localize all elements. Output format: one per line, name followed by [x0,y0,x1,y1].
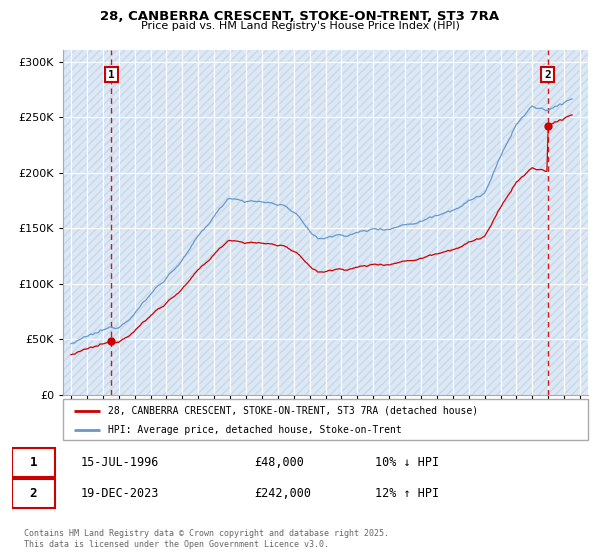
FancyBboxPatch shape [12,479,55,508]
Text: 1: 1 [29,456,37,469]
Text: 2: 2 [29,487,37,500]
Text: 28, CANBERRA CRESCENT, STOKE-ON-TRENT, ST3 7RA (detached house): 28, CANBERRA CRESCENT, STOKE-ON-TRENT, S… [107,405,478,416]
Text: 28, CANBERRA CRESCENT, STOKE-ON-TRENT, ST3 7RA: 28, CANBERRA CRESCENT, STOKE-ON-TRENT, S… [100,10,500,23]
Text: 15-JUL-1996: 15-JUL-1996 [81,456,160,469]
Text: 10% ↓ HPI: 10% ↓ HPI [375,456,439,469]
Text: HPI: Average price, detached house, Stoke-on-Trent: HPI: Average price, detached house, Stok… [107,424,401,435]
Text: £242,000: £242,000 [254,487,311,500]
Text: 12% ↑ HPI: 12% ↑ HPI [375,487,439,500]
Text: 19-DEC-2023: 19-DEC-2023 [81,487,160,500]
Text: Contains HM Land Registry data © Crown copyright and database right 2025.
This d: Contains HM Land Registry data © Crown c… [24,529,389,549]
FancyBboxPatch shape [12,449,55,477]
Text: Price paid vs. HM Land Registry's House Price Index (HPI): Price paid vs. HM Land Registry's House … [140,21,460,31]
Text: £48,000: £48,000 [254,456,304,469]
FancyBboxPatch shape [63,399,588,440]
Text: 1: 1 [108,69,115,80]
Text: 2: 2 [544,69,551,80]
